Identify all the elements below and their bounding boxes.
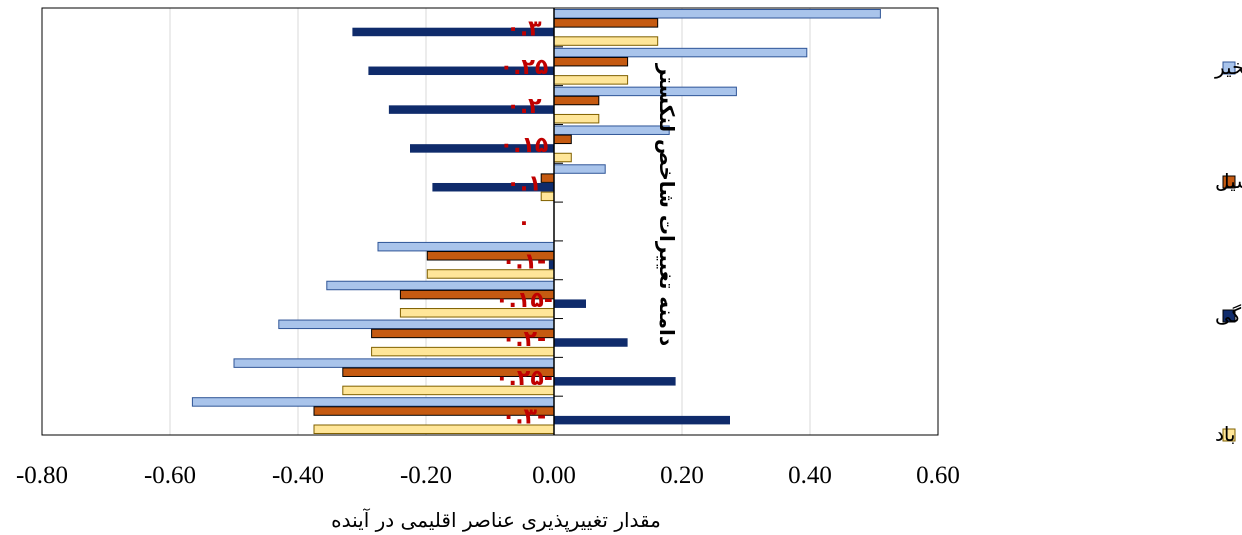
bar <box>553 9 881 19</box>
bar <box>432 182 554 192</box>
category-labels: ۰.۳- ۰.۲۵- ۰.۲- ۰.۱۵- ۰.۱- ۰ ۰.۱ ۰.۱۵ ۰.۲ ۰.۲۵ ۰.۳ <box>495 16 553 429</box>
category-label: ۰.۲ <box>506 94 542 119</box>
legend-swatch <box>1222 428 1236 442</box>
x-tick-label: -0.60 <box>144 462 196 489</box>
bar <box>554 377 676 386</box>
bar <box>540 173 555 183</box>
category-label: ۰.۱۵- <box>495 288 553 313</box>
category-label: ۰.۲۵ <box>500 55 549 80</box>
legend-label: تغییر در تبخیرپتانسیل <box>1215 169 1242 194</box>
category-label: ۰.۲۵- <box>495 366 553 391</box>
legend-label: با تغییر در باد و تبخیر <box>1214 55 1242 79</box>
category-label: ۰.۱- <box>502 249 546 274</box>
x-tick-labels: -0.80 -0.60 -0.40 -0.20 0.00 0.20 0.40 0.60 <box>16 462 960 489</box>
category-label: ۰ <box>517 211 530 236</box>
bars <box>191 9 881 434</box>
bar <box>410 144 554 153</box>
bar <box>553 134 572 145</box>
x-tick-label: -0.20 <box>400 462 452 489</box>
bar <box>368 66 554 76</box>
bar <box>554 299 586 308</box>
category-label: ۰.۲- <box>502 327 546 352</box>
bar <box>553 86 737 97</box>
x-tick-label: -0.80 <box>16 462 68 489</box>
legend: با تغییر در باد و تبخیر تغییر در تبخیرپتا… <box>1214 55 1242 446</box>
legend-swatch <box>1222 309 1236 323</box>
bar <box>553 36 659 46</box>
x-axis-label: مقدار تغییرپذیری عناصر اقلیمی در آینده <box>331 507 661 533</box>
bar <box>553 113 600 124</box>
bar <box>553 75 629 85</box>
bar <box>191 397 555 407</box>
bar <box>553 18 659 28</box>
legend-swatch <box>1222 175 1236 189</box>
bar <box>553 125 670 135</box>
bar <box>553 95 600 106</box>
category-label: ۰.۳ <box>506 16 542 41</box>
bar <box>553 152 572 163</box>
plot-frame <box>41 7 939 436</box>
bar <box>352 27 554 37</box>
x-tick-label: 0.20 <box>660 462 704 489</box>
x-tick-label: 0.40 <box>788 462 832 489</box>
x-tick-label: 0.60 <box>916 462 960 489</box>
axes <box>41 7 939 436</box>
bar <box>554 338 628 347</box>
bar <box>554 415 730 425</box>
legend-label: تغییر در سرعت باد <box>1215 422 1242 446</box>
bar <box>388 105 554 114</box>
bar <box>553 56 629 67</box>
legend-label: تغییر در بارندگی <box>1215 303 1242 327</box>
bar <box>548 260 554 270</box>
x-tick-label: -0.40 <box>272 462 324 489</box>
y-axis-title: دامنه تغییرات شاخص لنکستر <box>655 63 679 346</box>
category-label: ۰.۱ <box>506 172 541 197</box>
bar <box>553 47 808 58</box>
bar <box>540 191 555 202</box>
category-label: ۰.۳- <box>502 405 546 430</box>
bar <box>553 164 606 174</box>
category-label: ۰.۱۵ <box>500 133 549 158</box>
x-tick-label: 0.00 <box>532 462 576 489</box>
legend-swatch <box>1222 61 1236 75</box>
